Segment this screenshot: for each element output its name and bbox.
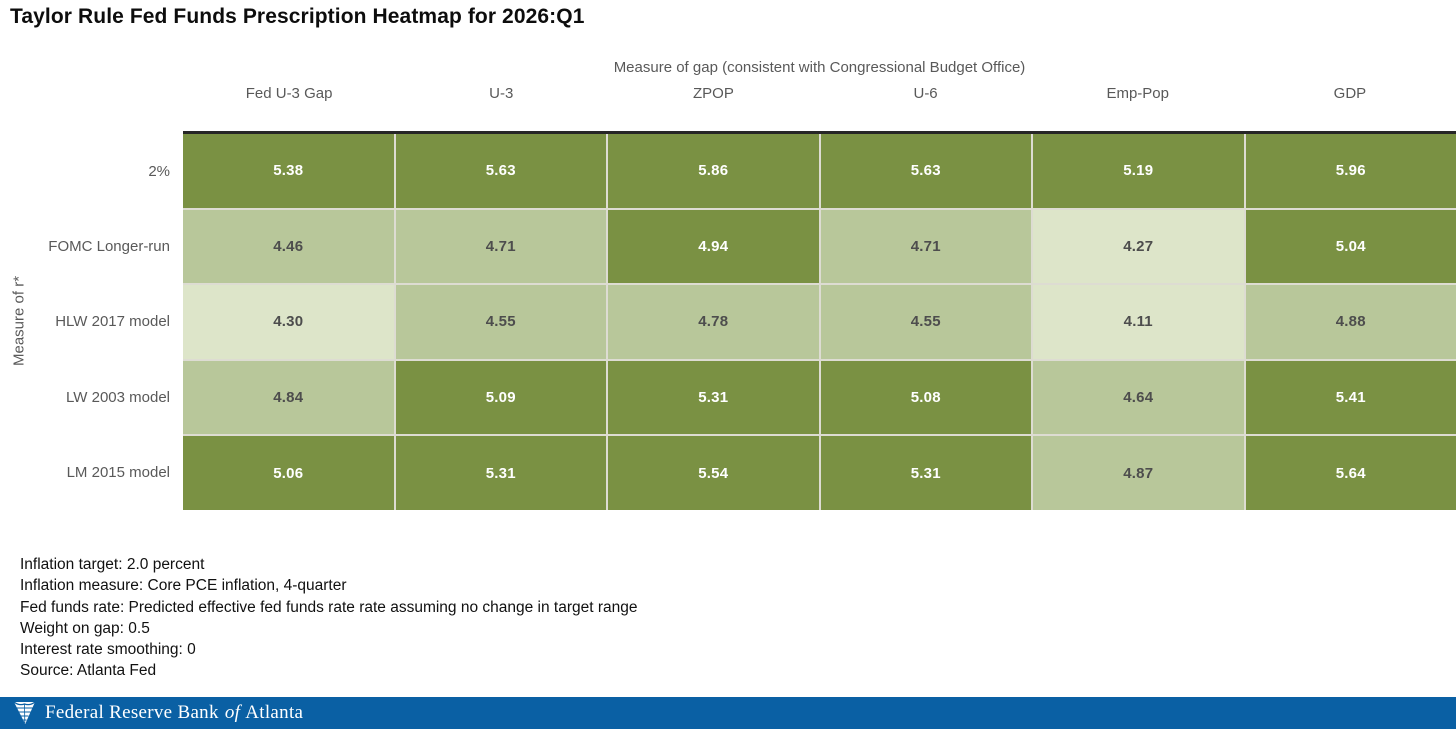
heatmap-grid: 5.38 5.63 5.86 5.63 5.19 5.96 4.46 4.71 4.94 4.71… xyxy=(183,131,1456,510)
heatmap-cell: 5.31 xyxy=(820,436,1031,510)
footnote-line: Inflation measure: Core PCE inflation, 4… xyxy=(20,577,347,595)
heatmap-cell: 4.84 xyxy=(183,360,394,435)
heatmap-cell: 5.08 xyxy=(820,360,1031,435)
heatmap-cell: 4.55 xyxy=(395,285,606,359)
heatmap-cell: 5.06 xyxy=(183,436,394,510)
row-label: LM 2015 model xyxy=(66,463,170,481)
y-axis-label: Measure of r* xyxy=(10,275,28,366)
col-header: U-6 xyxy=(913,85,938,102)
heatmap-cell: 5.19 xyxy=(1033,134,1244,208)
heatmap-cell: 5.31 xyxy=(608,360,819,435)
footnote-line: Fed funds rate: Predicted effective fed … xyxy=(20,598,638,616)
atlanta-fed-eagle-icon xyxy=(13,701,36,724)
column-headers: Fed U-3 Gap U-3 ZPOP U-6 Emp-Pop GDP xyxy=(183,85,1456,102)
heatmap-cell: 5.38 xyxy=(183,134,394,208)
heatmap-cell: 4.78 xyxy=(608,285,819,359)
heatmap-cell: 4.71 xyxy=(395,209,606,284)
col-header: ZPOP xyxy=(692,85,734,102)
x-axis-group-label: Measure of gap (consistent with Congress… xyxy=(613,59,1026,76)
heatmap-cell: 4.27 xyxy=(1033,209,1244,284)
row-label: FOMC Longer-run xyxy=(48,238,170,256)
heatmap-cell: 5.96 xyxy=(1245,134,1456,208)
footer-brand: Federal Reserve Bank of Atlanta xyxy=(45,702,303,724)
page-title: Taylor Rule Fed Funds Prescription Heatm… xyxy=(10,5,585,28)
footer-bar: Federal Reserve Bank of Atlanta xyxy=(0,697,1456,729)
footnote-line: Weight on gap: 0.5 xyxy=(20,619,150,637)
heatmap-cell: 5.54 xyxy=(608,436,819,510)
heatmap-cell: 4.87 xyxy=(1033,436,1244,510)
row-labels: 2% FOMC Longer-run HLW 2017 model LW 2003 m… xyxy=(30,134,170,510)
heatmap-cell: 5.63 xyxy=(820,134,1031,208)
footnotes: Inflation target: 2.0 percent Inflation m… xyxy=(20,554,638,682)
heatmap-cell: 4.94 xyxy=(608,209,819,284)
heatmap-cell: 5.64 xyxy=(1245,436,1456,510)
heatmap-cell: 4.55 xyxy=(820,285,1031,359)
footnote-line: Source: Atlanta Fed xyxy=(20,662,157,680)
footer-brand-suffix: Atlanta xyxy=(245,702,304,723)
row-label: 2% xyxy=(148,163,170,181)
heatmap-cell: 5.86 xyxy=(608,134,819,208)
col-header: GDP xyxy=(1333,85,1367,102)
heatmap-cell: 5.63 xyxy=(395,134,606,208)
footnote-line: Inflation target: 2.0 percent xyxy=(20,556,205,573)
heatmap-cell: 4.46 xyxy=(183,209,394,284)
heatmap-cell: 4.71 xyxy=(820,209,1031,284)
footer-brand-prefix: Federal Reserve Bank xyxy=(45,702,219,723)
col-header: Fed U-3 Gap xyxy=(245,85,333,102)
heatmap-cell: 4.88 xyxy=(1245,285,1456,359)
row-label: HLW 2017 model xyxy=(55,313,170,331)
heatmap-cell: 5.31 xyxy=(395,436,606,510)
col-header: Emp-Pop xyxy=(1106,85,1169,102)
heatmap-cell: 4.11 xyxy=(1033,285,1244,359)
heatmap-cell: 5.04 xyxy=(1245,209,1456,284)
footer-brand-connector: of xyxy=(224,702,241,723)
footnote-line: Interest rate smoothing: 0 xyxy=(20,641,196,659)
heatmap-cell: 4.30 xyxy=(183,285,394,359)
col-header: U-3 xyxy=(489,85,514,102)
row-label: LW 2003 model xyxy=(66,388,170,406)
heatmap-cell: 5.09 xyxy=(395,360,606,435)
heatmap-cell: 5.41 xyxy=(1245,360,1456,435)
heatmap-cell: 4.64 xyxy=(1033,360,1244,435)
